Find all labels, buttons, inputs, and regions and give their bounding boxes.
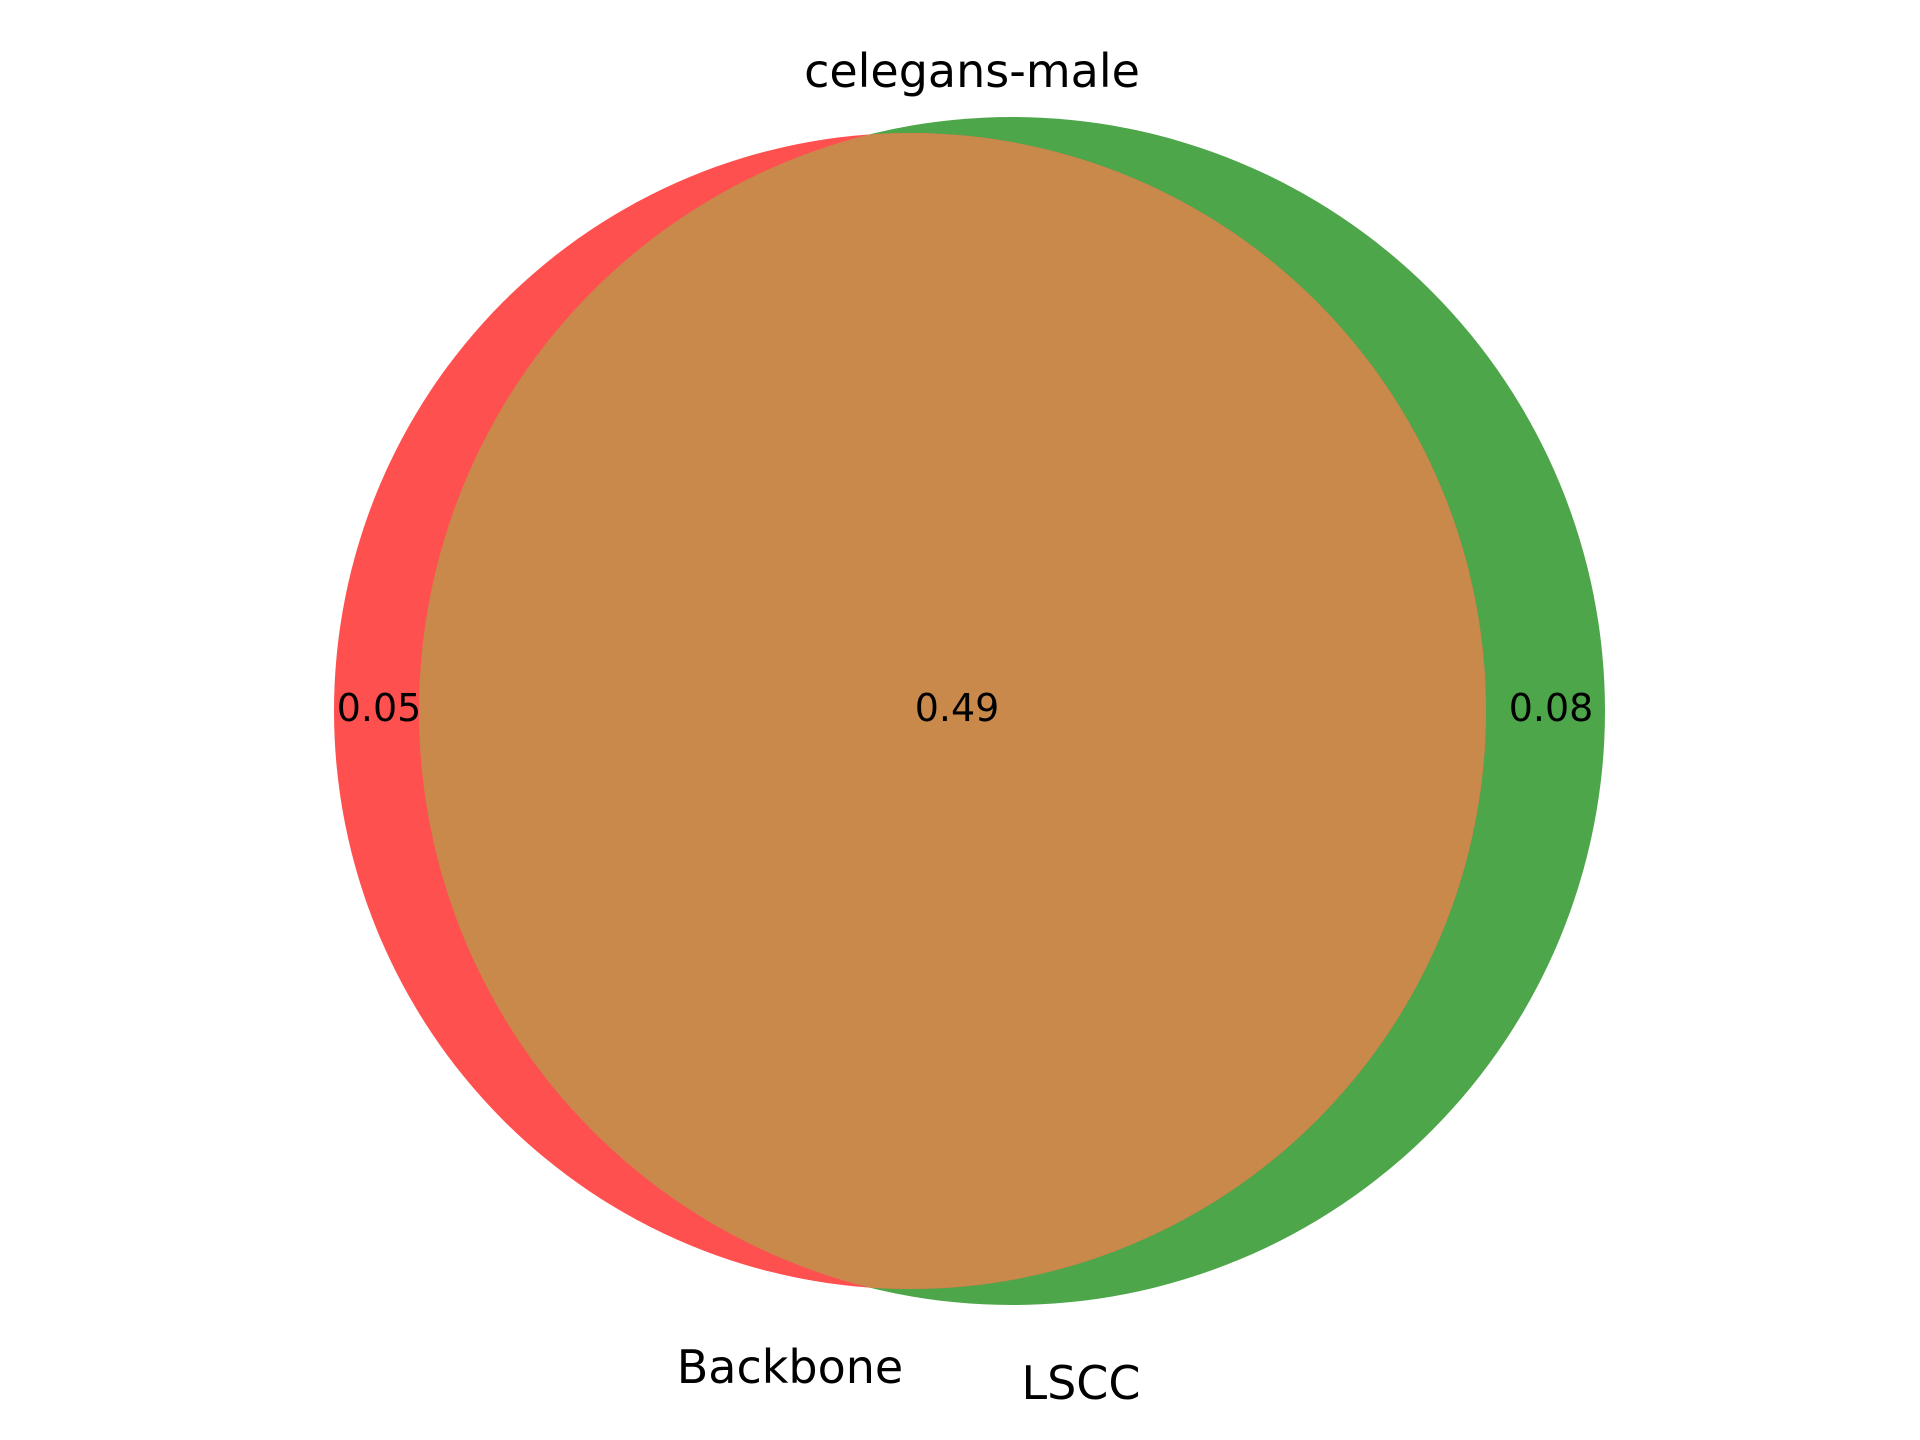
overlap-region — [419, 133, 1486, 1289]
lscc-only-value: 0.08 — [1509, 686, 1594, 730]
lscc-set-label: LSCC — [1021, 1356, 1140, 1410]
diagram-title: celegans-male — [804, 44, 1140, 98]
backbone-only-value: 0.05 — [337, 686, 422, 730]
backbone-set-label: Backbone — [677, 1340, 903, 1394]
intersection-value: 0.49 — [915, 686, 1000, 730]
